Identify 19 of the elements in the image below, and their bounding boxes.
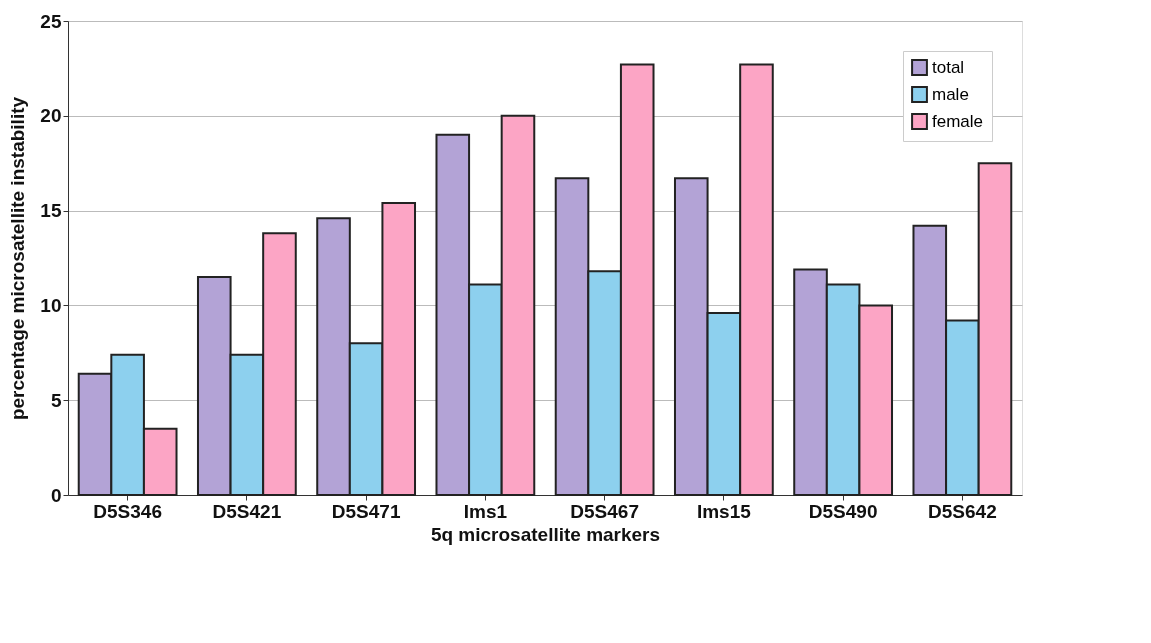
x-tick-label: D5S642 (928, 500, 997, 522)
y-tick-label: 20 (40, 105, 62, 127)
x-tick-label: D5S421 (212, 500, 282, 522)
legend-label: total (932, 57, 965, 77)
y-tick-label: 0 (50, 484, 62, 506)
legend-label: female (932, 111, 984, 131)
x-tick-label: D5S467 (570, 500, 639, 522)
y-tick-label: 10 (40, 294, 62, 316)
y-tick-label: 5 (50, 389, 62, 411)
x-tick-label: Ims15 (696, 500, 752, 522)
legend-label: male (932, 84, 969, 104)
x-axis-title: 5q microsatellite markers (430, 523, 661, 545)
x-tick-label: D5S490 (808, 500, 878, 522)
x-tick-label: D5S471 (331, 500, 401, 522)
x-tick-label: D5S346 (93, 500, 162, 522)
x-tick-label: Ims1 (463, 500, 508, 522)
y-axis-title: percentage microsatellite instability (7, 96, 29, 421)
y-tick-label: 15 (40, 200, 62, 222)
y-tick-label: 25 (40, 10, 62, 32)
